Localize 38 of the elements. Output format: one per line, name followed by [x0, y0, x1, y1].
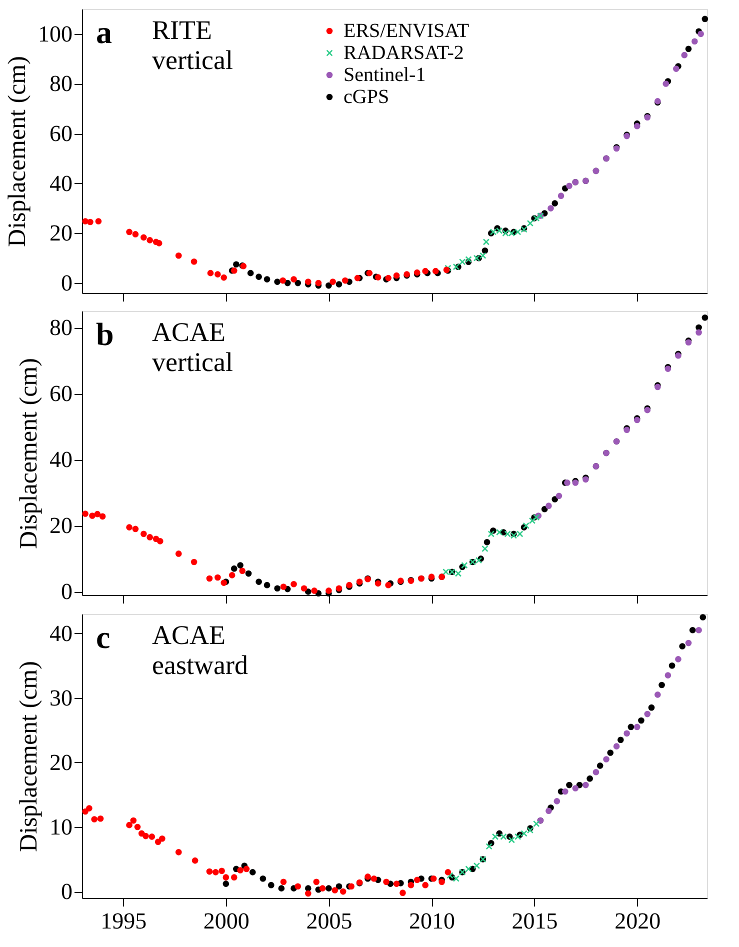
y-tick-label: 20 [50, 513, 72, 538]
annotation: vertical [152, 45, 233, 75]
x-tick-label: 2010 [409, 908, 456, 934]
y-axis-title: Displacement (cm) [16, 358, 42, 549]
y-tick-label: 0 [61, 270, 72, 296]
x-tick-label: 2015 [512, 908, 558, 934]
y-tick-label: 40 [50, 620, 72, 646]
y-tick-label: 0 [61, 579, 72, 604]
legend-label: RADARSAT-2 [344, 42, 464, 64]
x-tick-label: 1995 [100, 908, 147, 934]
annotation: RITE [152, 15, 212, 45]
y-tick-label: 0 [61, 879, 72, 904]
annotation: ACAE [152, 620, 226, 650]
y-tick-label: 100 [38, 21, 72, 46]
y-tick-label: 20 [50, 220, 72, 246]
y-tick-label: 30 [50, 685, 72, 710]
annotation: a [96, 14, 112, 50]
annotation: ACAE [152, 317, 226, 347]
y-tick-label: 10 [50, 814, 72, 840]
annotation: vertical [152, 347, 233, 377]
annotation: eastward [152, 650, 248, 680]
annotation: c [96, 619, 110, 655]
legend-label: Sentinel-1 [344, 64, 426, 86]
y-tick-label: 40 [50, 447, 72, 472]
y-tick-label: 80 [50, 315, 72, 340]
y-axis-title: Displacement (cm) [16, 661, 42, 852]
y-tick-label: 80 [50, 71, 72, 96]
legend-label: ERS/ENVISAT [344, 20, 470, 42]
y-axis-title: Displacement (cm) [4, 56, 31, 247]
y-tick-label: 60 [50, 121, 72, 146]
y-tick-label: 40 [50, 170, 72, 196]
x-tick-label: 2020 [614, 908, 661, 934]
annotation: b [96, 316, 114, 352]
legend-label: cGPS [344, 86, 390, 108]
x-tick-label: 2000 [203, 908, 250, 934]
y-tick-label: 60 [50, 381, 72, 406]
y-tick-label: 20 [50, 750, 72, 775]
x-tick-label: 2005 [306, 908, 352, 934]
